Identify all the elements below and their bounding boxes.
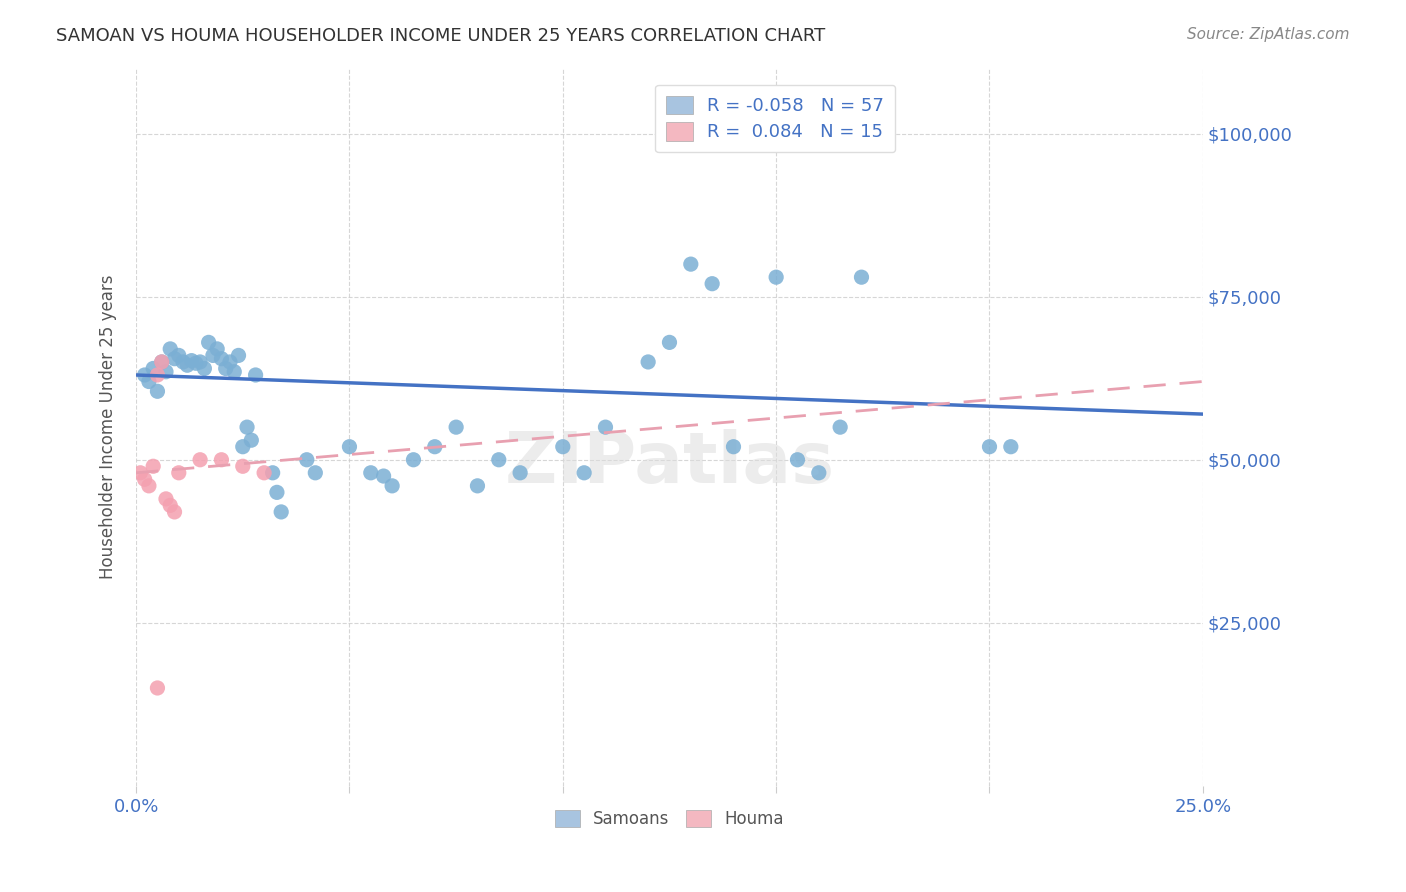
Point (228, 348, 250, 362)
Point (159, 342, 181, 356)
Point (150, 355, 173, 369)
Point (155, 491, 177, 506)
Point (266, 485, 288, 500)
Point (360, 466, 382, 480)
Point (188, 355, 211, 369)
Point (786, 452, 808, 467)
Point (180, 353, 202, 368)
Point (232, 440, 254, 454)
Point (245, 368, 267, 382)
Point (467, 479, 489, 493)
Point (159, 499, 181, 513)
Point (201, 348, 224, 362)
Point (146, 384, 169, 399)
Point (236, 420, 259, 434)
Point (184, 356, 207, 370)
Point (637, 355, 659, 369)
Point (702, 277, 724, 291)
Point (373, 469, 395, 483)
Point (138, 375, 160, 389)
Y-axis label: Householder Income Under 25 years: Householder Income Under 25 years (100, 275, 117, 580)
Point (232, 459, 254, 474)
Text: Source: ZipAtlas.com: Source: ZipAtlas.com (1187, 27, 1350, 42)
Point (193, 361, 215, 376)
Point (142, 361, 165, 376)
Legend: Samoans, Houma: Samoans, Houma (548, 804, 790, 835)
Point (807, 466, 830, 480)
Point (224, 365, 246, 379)
Point (381, 479, 404, 493)
Point (295, 452, 318, 467)
Point (402, 452, 425, 467)
Point (339, 440, 361, 454)
Point (134, 368, 156, 382)
Point (830, 420, 852, 434)
Point (155, 365, 177, 379)
Point (176, 358, 198, 372)
Point (142, 459, 165, 474)
Point (172, 355, 194, 369)
Point (551, 440, 574, 454)
Point (205, 342, 228, 356)
Point (304, 466, 326, 480)
Point (851, 270, 873, 285)
Point (163, 351, 186, 366)
Point (679, 257, 702, 271)
Point (509, 466, 531, 480)
Point (211, 351, 233, 366)
Point (146, 681, 169, 695)
Point (723, 440, 745, 454)
Point (167, 466, 190, 480)
Point (138, 479, 160, 493)
Point (150, 355, 173, 369)
Point (163, 505, 186, 519)
Point (197, 335, 219, 350)
Point (423, 440, 446, 454)
Point (211, 452, 233, 467)
Point (188, 452, 211, 467)
Point (146, 368, 169, 382)
Point (240, 433, 263, 447)
Point (253, 466, 276, 480)
Point (134, 472, 156, 486)
Point (979, 440, 1001, 454)
Point (765, 270, 787, 285)
Point (219, 355, 242, 369)
Point (262, 466, 284, 480)
Point (167, 348, 190, 362)
Point (129, 466, 152, 480)
Point (572, 466, 595, 480)
Text: SAMOAN VS HOUMA HOUSEHOLDER INCOME UNDER 25 YEARS CORRELATION CHART: SAMOAN VS HOUMA HOUSEHOLDER INCOME UNDER… (56, 27, 825, 45)
Point (215, 361, 238, 376)
Point (658, 335, 681, 350)
Point (444, 420, 467, 434)
Text: ZIPatlas: ZIPatlas (505, 428, 835, 498)
Point (270, 505, 292, 519)
Point (1000, 440, 1022, 454)
Point (595, 420, 617, 434)
Point (488, 452, 510, 467)
